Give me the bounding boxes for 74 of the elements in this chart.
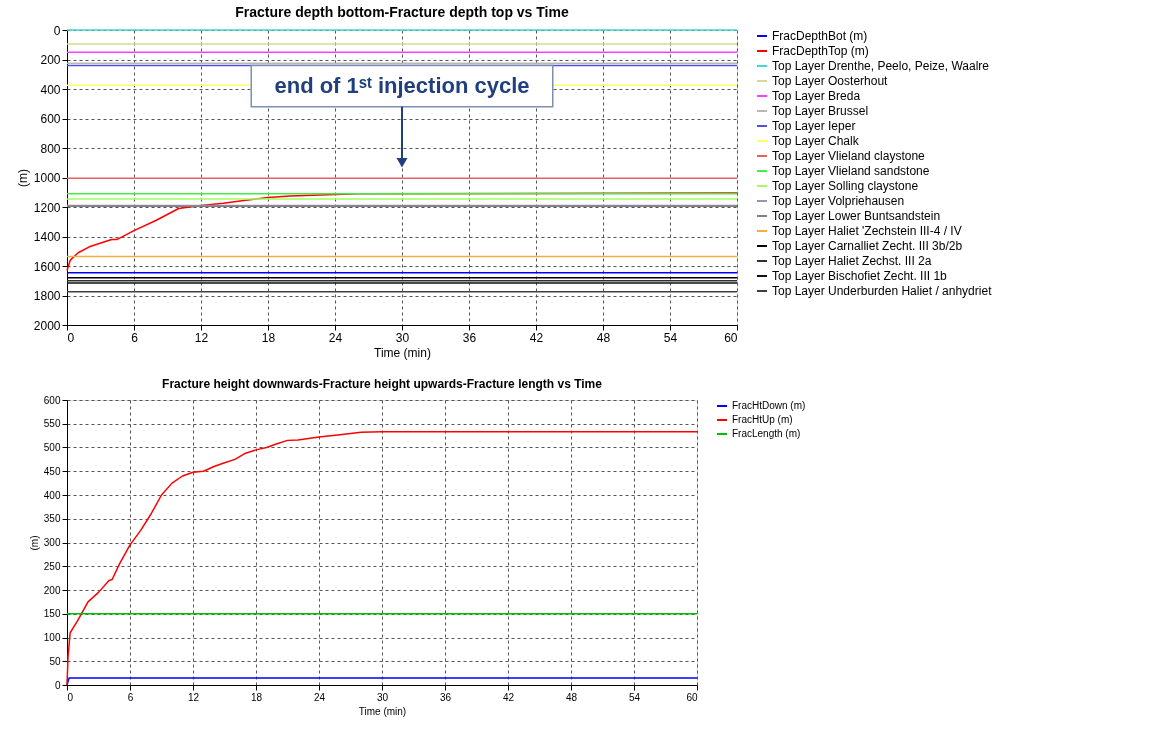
y-tick-label: 0 <box>53 23 61 38</box>
y-tick-label: 350 <box>43 513 61 525</box>
y-tick-label: 200 <box>40 53 61 67</box>
y-tick-label: 1600 <box>33 259 61 274</box>
legend-label: FracHtDown (m) <box>732 400 806 411</box>
y-axis-title: (m) <box>28 535 40 551</box>
y-tick-label: 1000 <box>33 171 61 185</box>
legend-label: Top Layer Solling claystone <box>772 179 919 193</box>
legend-label: FracLength (m) <box>732 428 801 439</box>
legend-label: Top Layer Oosterhout <box>772 74 889 88</box>
x-tick-label: 6 <box>131 330 139 345</box>
x-tick-label: 60 <box>724 330 738 345</box>
y-tick-label: 200 <box>43 584 61 596</box>
legend-label: FracDepthBot (m) <box>772 29 868 43</box>
legend-label: Top Layer Brussel <box>772 104 869 118</box>
legend-label: FracHtUp (m) <box>732 414 793 425</box>
x-tick-label: 48 <box>565 691 578 703</box>
x-tick-label: 0 <box>67 330 75 345</box>
x-tick-label: 42 <box>502 691 515 703</box>
legend-label: Top Layer Lower Buntsandstein <box>772 209 941 223</box>
x-tick-label: 54 <box>628 691 641 703</box>
legend-label: Top Layer Chalk <box>772 134 860 148</box>
x-axis-title: Time (min) <box>374 345 431 360</box>
x-tick-label: 24 <box>313 691 326 703</box>
legend-label: Top Layer Haliet 'Zechstein III-4 / IV <box>772 224 962 238</box>
chart-title: Fracture depth bottom-Fracture depth top vs Time <box>235 4 569 20</box>
y-tick-label: 1400 <box>33 230 61 244</box>
legend-label: Top Layer Vlieland claystone <box>772 149 926 163</box>
y-tick-label: 1200 <box>33 200 61 215</box>
legend-label: Top Layer Breda <box>772 89 861 103</box>
x-tick-label: 60 <box>686 691 698 703</box>
y-tick-label: 450 <box>43 465 61 477</box>
y-tick-label: 400 <box>43 489 61 501</box>
y-tick-label: 800 <box>40 141 61 156</box>
y-tick-label: 1800 <box>33 289 61 303</box>
y-tick-label: 300 <box>43 537 61 548</box>
y-tick-label: 2000 <box>33 318 61 333</box>
legend-label: Top Layer Ieper <box>772 119 856 133</box>
y-tick-label: 50 <box>49 655 61 667</box>
x-axis-title: Time (min) <box>358 705 407 717</box>
y-tick-label: 550 <box>43 418 61 430</box>
x-tick-label: 0 <box>67 691 74 703</box>
y-tick-label: 500 <box>43 442 61 453</box>
x-tick-label: 36 <box>462 330 477 345</box>
x-tick-label: 36 <box>439 691 452 703</box>
x-tick-label: 30 <box>376 691 389 703</box>
x-tick-label: 18 <box>250 691 263 703</box>
x-tick-label: 42 <box>529 330 544 345</box>
y-tick-label: 600 <box>40 112 61 126</box>
x-tick-label: 18 <box>261 330 276 345</box>
y-tick-label: 150 <box>43 608 61 620</box>
x-tick-label: 24 <box>328 330 343 345</box>
legend-label: FracDepthTop (m) <box>772 44 869 58</box>
x-tick-label: 54 <box>663 330 678 345</box>
legend-label: Top Layer Vlieland sandstone <box>772 164 930 178</box>
x-tick-label: 12 <box>194 330 209 345</box>
y-tick-label: 0 <box>54 679 61 691</box>
y-axis-title: (m) <box>15 169 30 187</box>
legend-label: Top Layer Carnalliet Zecht. III 3b/2b <box>772 239 963 253</box>
legend-label: Top Layer Underburden Haliet / anhydriet <box>772 284 993 298</box>
annotation: end of 1ˢᵗ injection cycle <box>274 73 530 99</box>
x-tick-label: 6 <box>127 691 134 703</box>
legend-label: Top Layer Drenthe, Peelo, Peize, Waalre <box>772 59 990 73</box>
y-tick-label: 100 <box>43 632 61 643</box>
y-tick-label: 250 <box>43 560 61 572</box>
legend-label: Top Layer Volpriehausen <box>772 194 905 208</box>
chart-title: Fracture height downwards-Fracture height upwards-Fracture length vs Time <box>162 377 603 391</box>
y-tick-label: 600 <box>43 394 61 406</box>
legend-label: Top Layer Bischofiet Zecht. III 1b <box>772 269 948 283</box>
y-tick-label: 400 <box>40 82 61 97</box>
x-tick-label: 12 <box>187 691 200 703</box>
x-tick-label: 30 <box>395 330 410 345</box>
x-tick-label: 48 <box>596 330 611 345</box>
legend-label: Top Layer Haliet Zechst. III 2a <box>772 254 932 268</box>
